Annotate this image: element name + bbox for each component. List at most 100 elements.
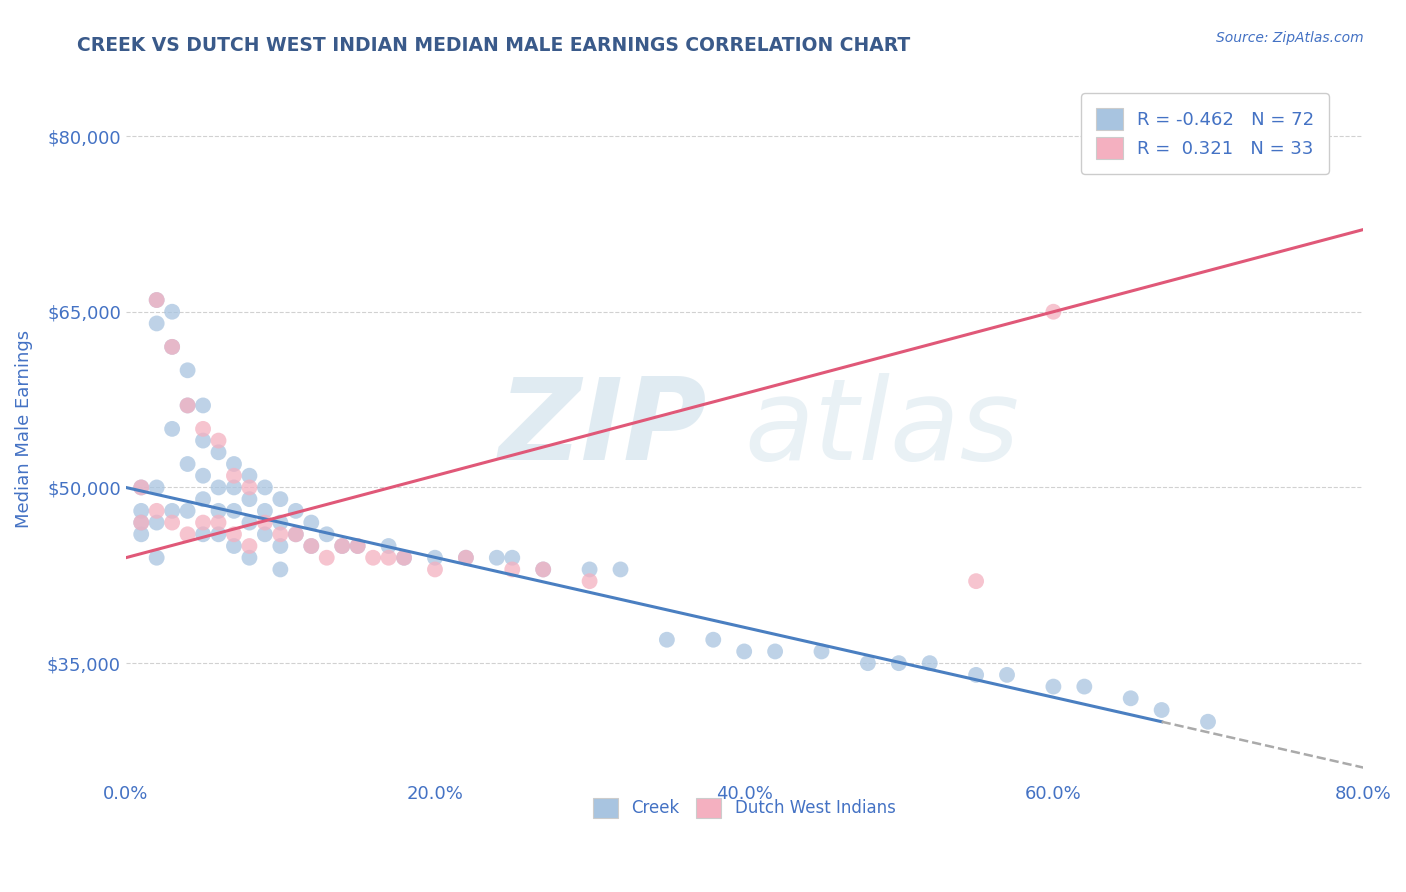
Point xyxy=(485,550,508,565)
Point xyxy=(129,527,152,541)
Point xyxy=(346,539,368,553)
Point xyxy=(1150,703,1173,717)
Point xyxy=(965,574,987,589)
Point xyxy=(238,480,260,494)
Text: atlas: atlas xyxy=(744,374,1019,484)
Point xyxy=(269,562,291,576)
Point xyxy=(454,550,477,565)
Point xyxy=(578,574,600,589)
Point xyxy=(176,504,198,518)
Point xyxy=(733,644,755,658)
Point xyxy=(129,504,152,518)
Point xyxy=(145,516,167,530)
Point xyxy=(222,457,245,471)
Point xyxy=(222,480,245,494)
Point xyxy=(702,632,724,647)
Point xyxy=(330,539,353,553)
Point xyxy=(454,550,477,565)
Point xyxy=(238,492,260,507)
Point xyxy=(763,644,786,658)
Point xyxy=(392,550,415,565)
Point xyxy=(531,562,554,576)
Point xyxy=(253,527,276,541)
Point xyxy=(176,399,198,413)
Point xyxy=(578,562,600,576)
Point xyxy=(191,399,214,413)
Point xyxy=(1073,680,1095,694)
Point xyxy=(377,550,399,565)
Point xyxy=(222,468,245,483)
Point xyxy=(361,550,384,565)
Point xyxy=(995,668,1018,682)
Point xyxy=(191,422,214,436)
Point xyxy=(145,317,167,331)
Point xyxy=(315,527,337,541)
Point xyxy=(346,539,368,553)
Point xyxy=(330,539,353,553)
Point xyxy=(377,539,399,553)
Point xyxy=(176,527,198,541)
Point xyxy=(145,293,167,307)
Point xyxy=(253,516,276,530)
Point xyxy=(191,468,214,483)
Point xyxy=(1119,691,1142,706)
Point xyxy=(238,516,260,530)
Point xyxy=(191,492,214,507)
Point xyxy=(1197,714,1219,729)
Point xyxy=(392,550,415,565)
Point xyxy=(501,562,523,576)
Point xyxy=(965,668,987,682)
Point xyxy=(145,504,167,518)
Point xyxy=(299,516,322,530)
Point xyxy=(191,434,214,448)
Point xyxy=(609,562,631,576)
Point xyxy=(207,445,229,459)
Point xyxy=(269,516,291,530)
Point xyxy=(129,480,152,494)
Point xyxy=(299,539,322,553)
Point xyxy=(284,504,307,518)
Text: ZIP: ZIP xyxy=(499,374,707,484)
Point xyxy=(253,504,276,518)
Point xyxy=(207,504,229,518)
Point xyxy=(531,562,554,576)
Point xyxy=(207,434,229,448)
Point xyxy=(160,422,183,436)
Point xyxy=(176,363,198,377)
Point xyxy=(284,527,307,541)
Point xyxy=(160,304,183,318)
Point xyxy=(423,562,446,576)
Point xyxy=(501,550,523,565)
Point xyxy=(160,340,183,354)
Point xyxy=(191,527,214,541)
Point xyxy=(176,399,198,413)
Point xyxy=(176,457,198,471)
Point xyxy=(145,550,167,565)
Point xyxy=(856,656,879,670)
Point xyxy=(887,656,910,670)
Point xyxy=(207,480,229,494)
Point xyxy=(238,539,260,553)
Point xyxy=(253,480,276,494)
Point xyxy=(145,480,167,494)
Y-axis label: Median Male Earnings: Median Male Earnings xyxy=(15,330,32,528)
Point xyxy=(1042,680,1064,694)
Point xyxy=(145,293,167,307)
Text: Source: ZipAtlas.com: Source: ZipAtlas.com xyxy=(1216,31,1364,45)
Point xyxy=(160,340,183,354)
Point xyxy=(129,516,152,530)
Point xyxy=(207,527,229,541)
Point xyxy=(160,504,183,518)
Point xyxy=(918,656,941,670)
Point xyxy=(129,516,152,530)
Point xyxy=(269,539,291,553)
Point xyxy=(238,550,260,565)
Point xyxy=(160,516,183,530)
Point xyxy=(655,632,678,647)
Point xyxy=(284,527,307,541)
Point xyxy=(238,468,260,483)
Point xyxy=(299,539,322,553)
Text: CREEK VS DUTCH WEST INDIAN MEDIAN MALE EARNINGS CORRELATION CHART: CREEK VS DUTCH WEST INDIAN MEDIAN MALE E… xyxy=(77,36,911,54)
Point xyxy=(129,480,152,494)
Point xyxy=(222,504,245,518)
